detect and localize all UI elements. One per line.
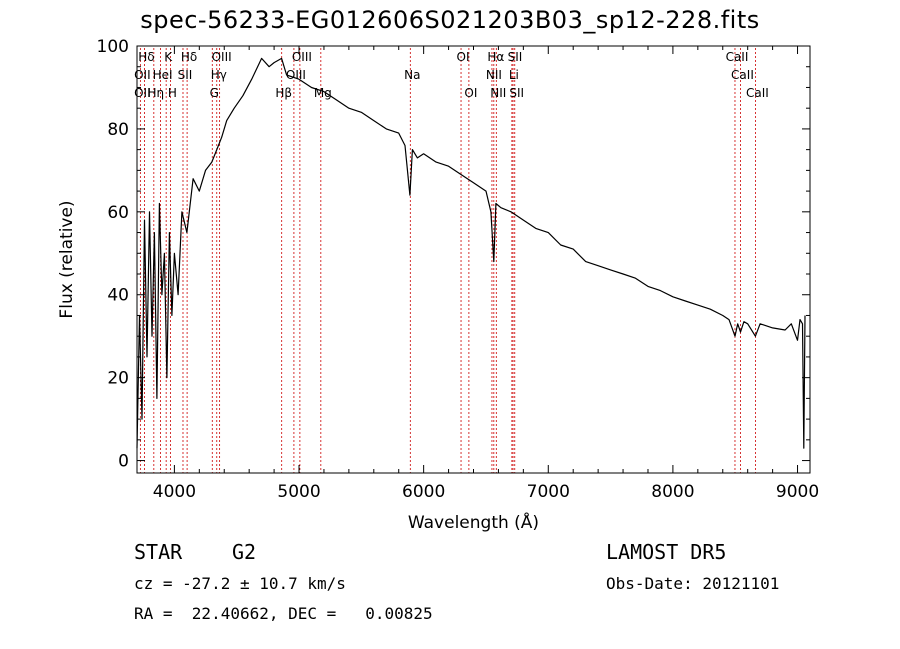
marker-labels-layer: Hδ K Hδ OIII OIII OI Hα SII CaII OII HeI SII Hγ OIII N… — [134, 50, 769, 100]
line-marker-label: HeI — [153, 68, 173, 82]
y-tick-label: 0 — [118, 452, 129, 472]
line-marker-label: CaII — [731, 68, 754, 82]
line-marker-label: SII — [508, 50, 523, 64]
line-marker-label: Mg — [314, 86, 332, 100]
x-tick-label: 8000 — [651, 482, 694, 502]
line-marker-label: Hδ — [138, 50, 154, 64]
spectrum-layer — [136, 57, 806, 449]
line-marker-label: NII — [490, 86, 506, 100]
line-marker-label: OIII — [292, 50, 312, 64]
x-axis-label: Wavelength (Å) — [408, 511, 539, 533]
chart-title: spec-56233-EG012606S021203B03_sp12-228.f… — [140, 6, 760, 34]
object-subclass: G2 — [232, 540, 257, 564]
line-marker-label: OIII — [286, 68, 306, 82]
line-marker-label: Hδ — [181, 50, 197, 64]
x-tick-label: 9000 — [776, 482, 819, 502]
x-tick-label: 7000 — [527, 482, 570, 502]
redshift-velocity: cz = -27.2 ± 10.7 km/s — [134, 574, 346, 593]
line-marker-label: OI — [457, 50, 470, 64]
x-tick-label: 5000 — [277, 482, 320, 502]
line-marker-label: NII — [486, 68, 502, 82]
line-marker-label: SII — [178, 68, 193, 82]
line-marker-label: Na — [404, 68, 420, 82]
line-marker-label: H — [168, 86, 177, 100]
y-axis-label: Flux (relative) — [57, 200, 77, 318]
y-tick-label: 20 — [107, 369, 129, 389]
line-marker-label: OII — [134, 68, 151, 82]
object-class: STAR — [134, 540, 183, 564]
x-tick-label: 4000 — [153, 482, 196, 502]
y-tick-label: 60 — [107, 203, 129, 223]
line-marker-label: OII — [134, 86, 151, 100]
axes-layer: 4000 5000 6000 7000 8000 9000 0 20 40 60 80 100 Wave… — [57, 37, 819, 533]
line-marker-label: Hβ — [275, 86, 292, 100]
line-marker-label: OIII — [212, 50, 232, 64]
line-marker-label: CaII — [746, 86, 769, 100]
y-tick-label: 100 — [97, 37, 129, 57]
plot-frame — [136, 45, 811, 474]
line-marker-label: SII — [509, 86, 524, 100]
line-marker-label: Hγ — [211, 68, 227, 82]
line-marker-label: Hη — [148, 86, 165, 100]
line-marker-label: OI — [464, 86, 477, 100]
line-marker-label: Hα — [487, 50, 504, 64]
obs-date: Obs-Date: 20121101 — [606, 574, 780, 593]
spectrum-line — [136, 57, 806, 449]
line-marker-label: K — [164, 50, 173, 64]
line-marker-label: CaII — [726, 50, 749, 64]
y-tick-label: 40 — [107, 286, 129, 306]
y-tick-label: 80 — [107, 120, 129, 140]
x-tick-label: 6000 — [402, 482, 445, 502]
survey-name: LAMOST DR5 — [606, 540, 727, 564]
line-marker-label: Li — [509, 68, 519, 82]
line-marker-label: G — [210, 86, 219, 100]
coordinates: RA = 22.40662, DEC = 0.00825 — [134, 604, 433, 623]
